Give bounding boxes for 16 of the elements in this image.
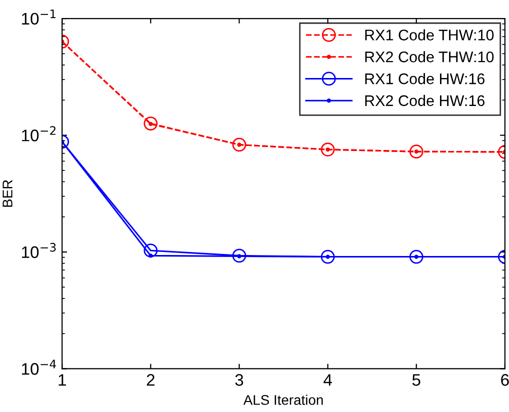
x-tick-label: 3 — [235, 374, 244, 386]
x-tick-label: 6 — [501, 374, 509, 386]
y-tick-label: 10$^{−3}$ — [22, 242, 56, 258]
x-axis-title: ALS Iteration — [243, 394, 323, 405]
x-tick-label: 5 — [412, 374, 420, 386]
x-tick-label: 2 — [146, 374, 154, 386]
x-tick-label: 4 — [324, 374, 332, 386]
y-tick-label: 10$^{−4}$ — [22, 360, 56, 375]
legend-label: RX1 Code THW:10 — [365, 29, 494, 40]
legend-label: RX1 Code HW:16 — [365, 72, 484, 84]
legend-label: RX2 Code HW:16 — [365, 94, 484, 106]
y-axis-title: BER — [2, 180, 12, 207]
x-tick-label: 1 — [58, 374, 66, 386]
y-tick-label: 10$^{−1}$ — [22, 10, 56, 25]
legend-label: RX2 Code THW:10 — [365, 51, 494, 62]
y-tick-label: 10$^{−2}$ — [22, 126, 56, 142]
